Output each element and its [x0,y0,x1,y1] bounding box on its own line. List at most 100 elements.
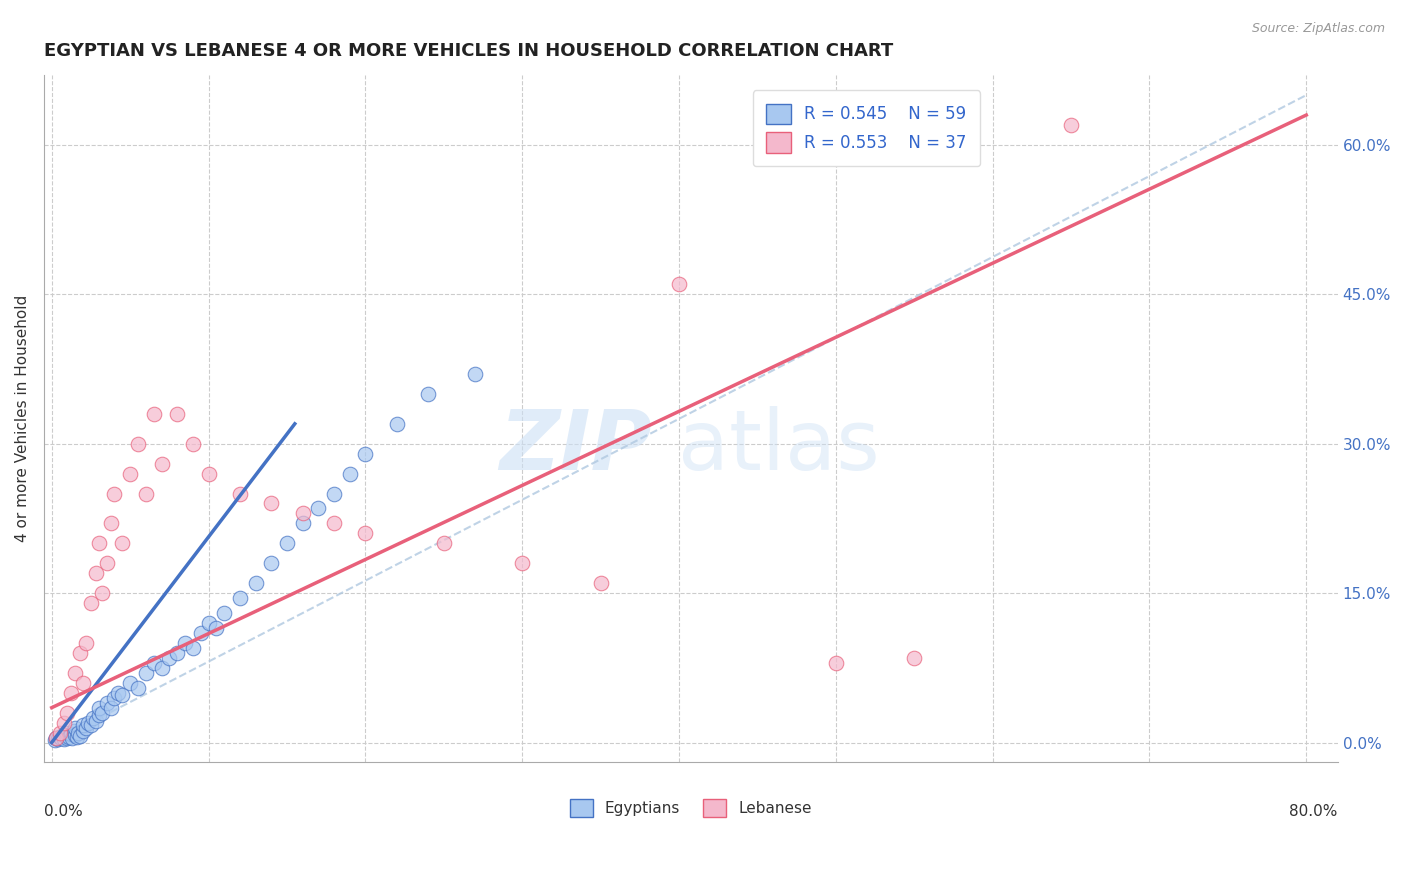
Point [76,715,98,730]
Point [260,496,283,510]
Point [56,725,79,739]
Point [142,656,165,670]
Point [111,536,134,550]
Point [181,640,204,655]
Point [53,731,76,746]
Point [120,675,142,690]
Point [96,556,118,570]
Point [69,646,91,660]
Point [142,407,165,421]
Point [824,656,846,670]
Point [229,591,252,606]
Point [59,686,82,700]
Point [166,407,188,421]
Point [72,723,94,738]
Point [103,486,125,500]
Point [433,536,456,550]
Point [96,696,118,710]
Point [46,731,69,746]
Point [354,526,377,541]
Point [65,721,87,735]
Point [205,621,228,635]
Point [190,626,212,640]
Point [52,727,75,741]
Point [60,731,83,745]
Point [65,727,87,741]
Point [82,711,104,725]
Point [174,636,197,650]
Point [59,726,82,740]
Point [80,717,103,731]
Point [291,516,314,531]
Legend: Egyptians, Lebanese: Egyptians, Lebanese [564,793,818,823]
Point [66,730,89,744]
Point [87,707,110,722]
Point [181,436,204,450]
Point [100,516,122,531]
Point [55,729,77,743]
Point [75,636,97,650]
Point [245,576,267,591]
Point [668,277,690,292]
Text: ZIP: ZIP [499,406,652,487]
Text: Source: ZipAtlas.com: Source: ZipAtlas.com [1251,22,1385,36]
Point [291,507,314,521]
Point [90,706,112,720]
Point [260,556,283,570]
Point [107,686,129,700]
Point [100,700,122,714]
Point [62,723,84,738]
Point [166,646,188,660]
Point [56,731,79,745]
Point [53,715,76,730]
Point [87,700,110,714]
Point [84,566,107,581]
Point [150,457,173,471]
Point [135,486,157,500]
Point [464,367,486,381]
Point [197,615,219,630]
Point [80,596,103,610]
Point [323,486,346,500]
Point [48,725,70,739]
Point [56,706,79,720]
Point [58,730,80,744]
Point [120,467,142,481]
Point [416,387,439,401]
Point [354,447,377,461]
Text: EGYPTIAN VS LEBANESE 4 OR MORE VEHICLES IN HOUSEHOLD CORRELATION CHART: EGYPTIAN VS LEBANESE 4 OR MORE VEHICLES … [44,42,893,60]
Point [197,467,219,481]
Point [127,681,149,695]
Point [87,536,110,550]
Point [65,665,87,680]
Point [90,586,112,600]
Point [276,536,298,550]
Y-axis label: 4 or more Vehicles in Household: 4 or more Vehicles in Household [15,295,30,542]
Point [589,576,612,591]
Point [75,721,97,735]
Point [307,501,329,516]
Point [323,516,346,531]
Point [67,725,90,739]
Point [72,675,94,690]
Point [111,688,134,702]
Point [150,661,173,675]
Point [510,556,533,570]
Point [48,730,70,744]
Point [157,651,180,665]
Point [49,731,72,745]
Point [44,732,66,747]
Point [127,436,149,450]
Point [212,606,235,620]
Point [84,714,107,728]
Point [903,651,925,665]
Point [135,665,157,680]
Point [45,731,67,745]
Point [229,486,252,500]
Point [72,717,94,731]
Text: atlas: atlas [678,406,880,487]
Text: 0.0%: 0.0% [44,804,83,819]
Point [45,731,67,745]
Point [69,729,91,743]
Point [385,417,408,431]
